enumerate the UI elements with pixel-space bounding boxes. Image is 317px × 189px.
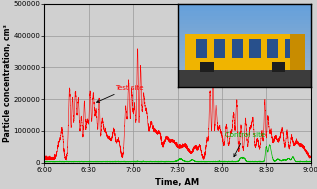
Text: Test site: Test site: [97, 84, 144, 102]
X-axis label: Time, AM: Time, AM: [155, 178, 200, 187]
Y-axis label: Particle concentration, cm³: Particle concentration, cm³: [3, 24, 12, 142]
Text: Control site: Control site: [225, 132, 265, 157]
